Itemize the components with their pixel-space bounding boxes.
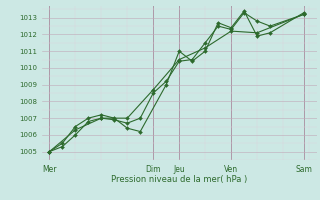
X-axis label: Pression niveau de la mer( hPa ): Pression niveau de la mer( hPa ) [111,175,247,184]
